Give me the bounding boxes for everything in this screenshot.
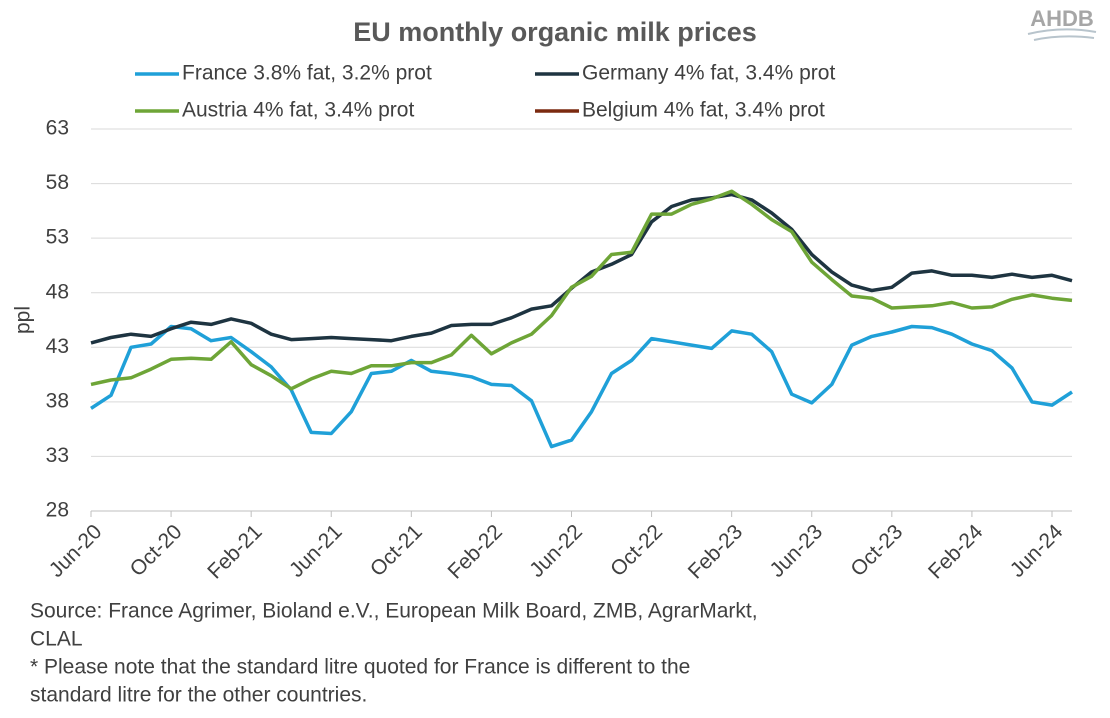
legend-label: Belgium 4% fat, 3.4% prot: [582, 99, 825, 122]
y-tick-label: 33: [46, 444, 69, 467]
x-tick-label: Feb-24: [924, 520, 988, 584]
logo-swoosh: [1027, 28, 1097, 41]
legend-label: Germany 4% fat, 3.4% prot: [582, 62, 835, 85]
y-tick-label: 58: [46, 171, 69, 194]
y-tick-label: 48: [46, 280, 69, 303]
x-tick-label: Jun-20: [45, 520, 107, 582]
footnote: * Please note that the standard litre qu…: [30, 656, 690, 679]
x-tick-label: Feb-22: [444, 520, 507, 583]
x-tick-label: Oct-20: [126, 520, 187, 581]
x-tick-label: Feb-23: [684, 520, 747, 583]
y-tick-label: 53: [46, 226, 69, 249]
legend-label: France 3.8% fat, 3.2% prot: [182, 62, 432, 85]
x-tick-label: Oct-22: [606, 520, 667, 581]
footnote: CLAL: [30, 628, 83, 651]
chart-title: EU monthly organic milk prices: [353, 17, 757, 47]
x-tick-label: Oct-21: [366, 520, 427, 581]
footnote: standard litre for the other countries.: [30, 684, 367, 707]
y-axis-label: ppl: [12, 306, 35, 334]
y-tick-label: 38: [46, 389, 69, 412]
series-line: [90, 189, 1073, 391]
series-line: [90, 192, 1073, 345]
x-tick-label: Jun-21: [285, 520, 347, 582]
legend-label: Austria 4% fat, 3.4% prot: [182, 99, 414, 122]
series-line: [90, 324, 1073, 449]
y-tick-label: 43: [46, 335, 69, 358]
x-tick-label: Feb-21: [203, 520, 266, 583]
x-tick-label: Jun-24: [1006, 520, 1068, 582]
footnote: Source: France Agrimer, Bioland e.V., Eu…: [30, 600, 758, 623]
y-tick-label: 63: [46, 117, 69, 140]
x-tick-label: Jun-23: [766, 520, 828, 582]
y-tick-label: 28: [46, 499, 69, 522]
logo: AHDB: [1030, 6, 1094, 31]
x-tick-label: Jun-22: [525, 520, 587, 582]
x-tick-label: Oct-23: [846, 520, 907, 581]
